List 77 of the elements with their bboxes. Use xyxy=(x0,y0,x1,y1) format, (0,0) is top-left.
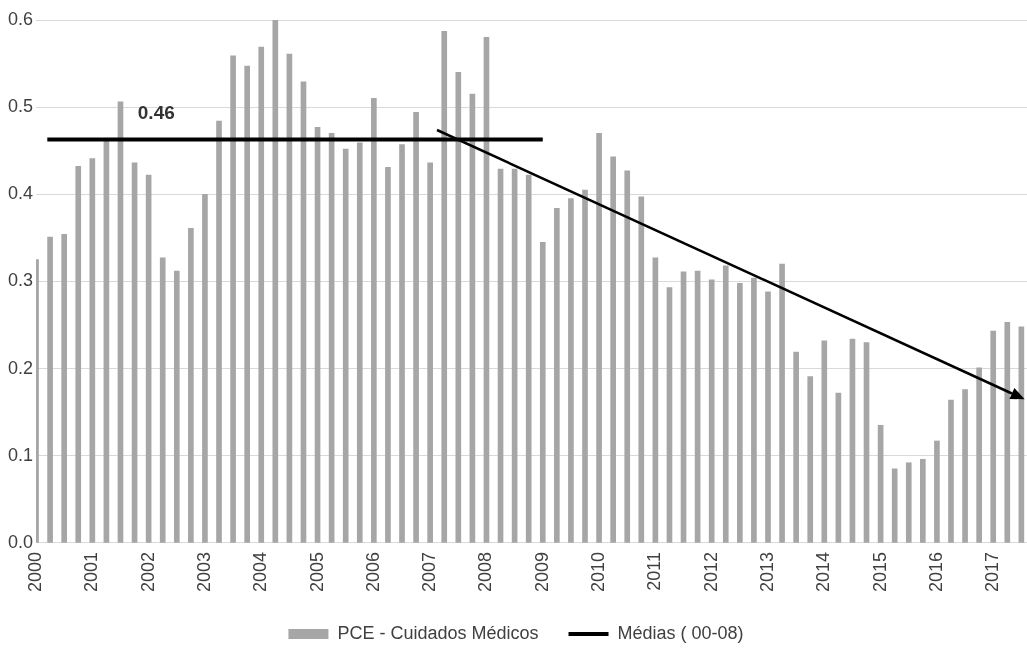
x-tick-label: 2016 xyxy=(925,551,946,592)
bar xyxy=(934,440,940,543)
x-tick-label: 2015 xyxy=(869,551,890,592)
x-tick-label: 2007 xyxy=(419,551,440,592)
bar xyxy=(976,367,982,543)
bar xyxy=(202,193,208,543)
bar xyxy=(638,196,645,543)
x-tick-label: 2003 xyxy=(193,551,214,592)
bar xyxy=(624,170,631,543)
bar xyxy=(582,189,588,543)
bar xyxy=(173,270,180,543)
bar xyxy=(920,458,926,543)
y-tick-label: 0.0 xyxy=(7,531,34,552)
bar xyxy=(905,462,912,543)
bar xyxy=(230,55,236,543)
bar xyxy=(990,330,997,543)
bar xyxy=(89,158,96,543)
x-tick-label: 2010 xyxy=(588,551,609,592)
bar xyxy=(596,132,602,543)
bar xyxy=(554,207,560,543)
bar xyxy=(441,31,448,543)
bar xyxy=(765,291,771,543)
legend-label: Médias ( 00-08) xyxy=(617,622,744,643)
bar xyxy=(371,98,377,543)
bar xyxy=(568,198,574,543)
x-tick-label: 2006 xyxy=(362,551,383,592)
y-tick-label: 0.1 xyxy=(7,444,34,465)
x-tick-label: 2013 xyxy=(756,551,777,592)
x-tick-label: 2001 xyxy=(81,551,102,592)
bar xyxy=(258,46,265,543)
annotation: 0.46 xyxy=(137,101,175,123)
bar xyxy=(188,227,194,543)
bar xyxy=(751,277,757,543)
bar xyxy=(779,263,785,543)
bar xyxy=(610,156,616,543)
bar xyxy=(1004,322,1011,543)
x-tick-label: 2012 xyxy=(700,551,721,592)
bar xyxy=(821,340,828,543)
bar xyxy=(891,468,898,543)
x-tick-label: 2009 xyxy=(531,551,552,592)
bar xyxy=(793,351,799,543)
y-tick-label: 0.5 xyxy=(7,96,34,117)
bar xyxy=(427,162,433,543)
legend-label: PCE - Cuidados Médicos xyxy=(337,622,539,643)
bar xyxy=(737,282,743,543)
bar xyxy=(455,71,462,543)
x-tick-label: 2008 xyxy=(475,551,496,592)
bar xyxy=(342,148,349,543)
bar xyxy=(47,236,53,543)
bar xyxy=(159,257,166,543)
bar xyxy=(356,142,363,543)
bar xyxy=(708,279,715,543)
y-tick-label: 0.4 xyxy=(7,183,34,204)
bar xyxy=(216,120,222,543)
y-tick-label: 0.2 xyxy=(7,357,34,378)
bar xyxy=(244,65,250,543)
bar xyxy=(61,234,68,543)
x-tick-label: 2017 xyxy=(982,551,1003,592)
bar xyxy=(525,174,532,543)
bar xyxy=(399,144,405,543)
x-tick-label: 2000 xyxy=(24,551,45,592)
bar xyxy=(539,241,546,543)
x-tick-label: 2002 xyxy=(137,551,158,592)
bar xyxy=(272,20,279,543)
bar xyxy=(948,399,954,543)
bar xyxy=(413,112,419,543)
bar xyxy=(807,376,814,543)
y-tick-label: 0.3 xyxy=(7,270,34,291)
bar xyxy=(385,166,391,543)
bar xyxy=(75,166,82,543)
bar xyxy=(962,389,968,543)
bar xyxy=(722,265,729,543)
x-tick-label: 2011 xyxy=(644,551,665,591)
x-tick-label: 2005 xyxy=(306,551,327,592)
y-tick-label: 0.6 xyxy=(7,8,34,29)
x-tick-label: 2004 xyxy=(250,551,271,592)
x-tick-label: 2014 xyxy=(813,551,834,592)
